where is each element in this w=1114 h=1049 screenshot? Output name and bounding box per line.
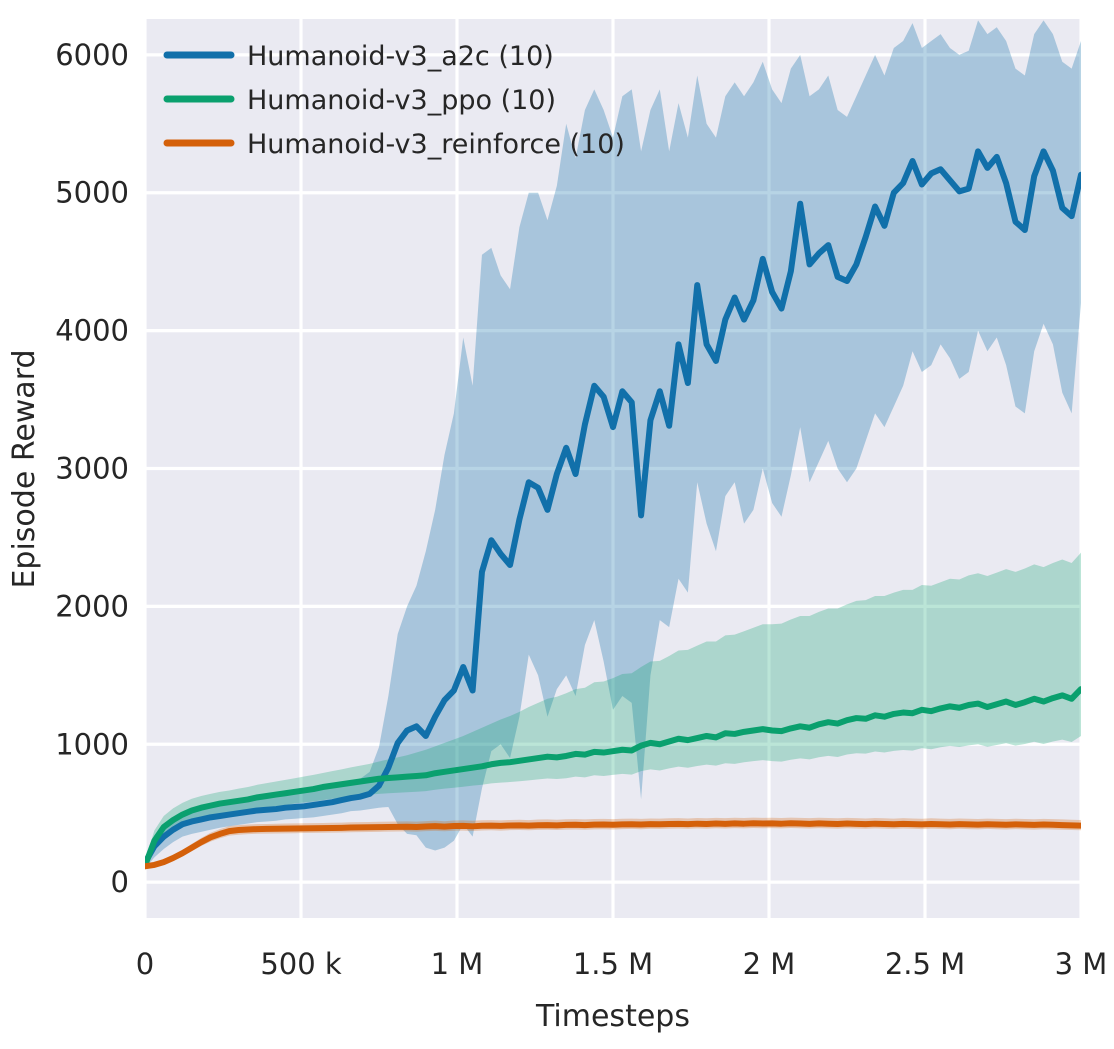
y-tick-label: 6000 (55, 38, 129, 72)
x-tick-label: 3 M (1055, 947, 1108, 981)
x-tick-label: 2.5 M (885, 947, 965, 981)
band-Humanoid-v3_a2c (10) (145, 20, 1081, 869)
legend-label-Humanoid-v3_ppo (10): Humanoid-v3_ppo (10) (247, 85, 556, 116)
x-tick-label: 1 M (431, 947, 484, 981)
line-Humanoid-v3_a2c (10) (145, 148, 1081, 866)
legend-label-Humanoid-v3_reinforce (10): Humanoid-v3_reinforce (10) (247, 129, 625, 160)
band-Humanoid-v3_ppo (10) (145, 552, 1081, 870)
x-tick-label: 1.5 M (573, 947, 653, 981)
y-tick-label: 3000 (55, 452, 129, 486)
y-axis-title: Episode Reward (7, 349, 42, 588)
y-tick-label: 4000 (55, 314, 129, 348)
x-tick-label: 2 M (743, 947, 796, 981)
chart-legend: Humanoid-v3_a2c (10) Humanoid-v3_ppo (10)… (163, 41, 625, 160)
y-tick-label: 0 (111, 865, 129, 899)
y-tick-label: 1000 (55, 727, 129, 761)
x-axis-title: Timesteps (535, 999, 690, 1034)
line-Humanoid-v3_reinforce (10) (145, 820, 1081, 870)
x-tick-labels: 0 500 k 1 M 1.5 M 2 M 2.5 M 3 M (136, 947, 1108, 981)
series-lines (145, 148, 1081, 870)
y-tick-labels: 0 1000 2000 3000 4000 5000 6000 (55, 38, 129, 899)
line-Humanoid-v3_ppo (10) (145, 686, 1081, 869)
y-tick-label: 2000 (55, 589, 129, 623)
x-tick-label: 0 (136, 947, 154, 981)
legend-label-Humanoid-v3_a2c (10): Humanoid-v3_a2c (10) (247, 41, 554, 72)
y-tick-label: 5000 (55, 176, 129, 210)
confidence-bands (145, 20, 1081, 870)
x-tick-label: 500 k (260, 947, 342, 981)
band-Humanoid-v3_reinforce (10) (145, 817, 1081, 868)
